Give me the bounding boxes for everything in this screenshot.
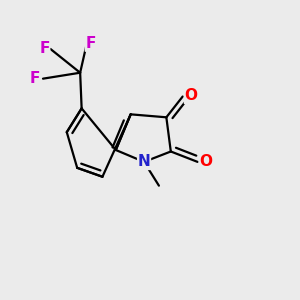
Text: F: F — [39, 41, 50, 56]
Text: O: O — [184, 88, 197, 104]
Text: N: N — [138, 154, 150, 169]
Text: O: O — [200, 154, 212, 169]
Text: F: F — [29, 71, 40, 86]
Text: F: F — [85, 36, 96, 51]
